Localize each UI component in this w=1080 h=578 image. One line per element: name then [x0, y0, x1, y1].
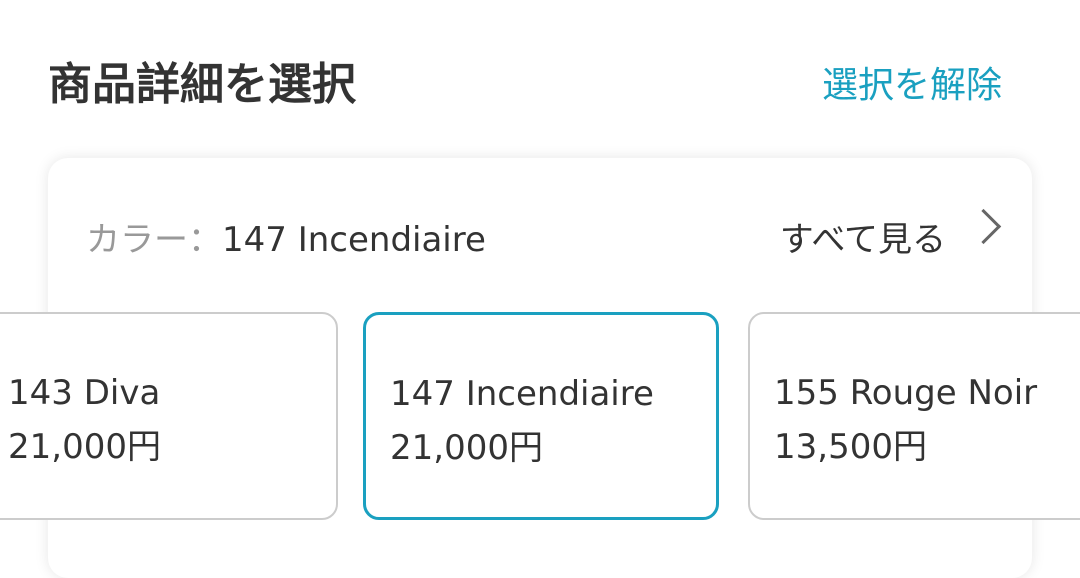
- option-price: 13,500円: [774, 427, 927, 467]
- option-name: 147 Incendiaire: [390, 374, 654, 414]
- page-title: 商品詳細を選択: [48, 59, 356, 110]
- see-all-label: すべて見る: [779, 220, 946, 260]
- selected-color: 147 Incendiaire: [222, 220, 486, 260]
- option-name: 155 Rouge Noir: [774, 373, 1038, 413]
- option-price: 21,000円: [390, 428, 543, 468]
- color-option-selected[interactable]: 147 Incendiaire 21,000円: [363, 312, 719, 520]
- color-option[interactable]: 143 Diva 21,000円: [0, 312, 338, 520]
- color-option[interactable]: 155 Rouge Noir 13,500円: [748, 312, 1080, 520]
- see-all-link[interactable]: すべて見る: [780, 212, 996, 261]
- clear-selection-link[interactable]: 選択を解除: [821, 65, 1002, 106]
- option-price: 21,000円: [8, 427, 161, 467]
- color-label-text: カラー：: [86, 220, 222, 260]
- color-label: カラー：147 Incendiaire: [86, 212, 486, 261]
- option-name: 143 Diva: [8, 373, 161, 413]
